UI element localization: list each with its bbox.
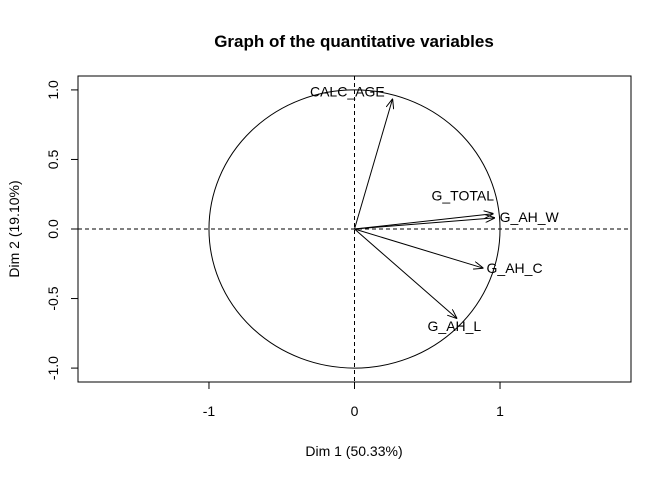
variable-label: G_AH_W: [500, 209, 560, 225]
variable-label: CALC_AGE: [310, 84, 385, 100]
y-tick-label: 0.0: [45, 219, 61, 239]
variable-arrow: [354, 100, 393, 230]
y-tick-label: -0.5: [45, 286, 61, 310]
plot-area: [78, 76, 631, 382]
y-tick-label: 1.0: [45, 80, 61, 100]
axes: -1 0 1 -1.0 -0.5 0.0 0.5 1.0: [45, 80, 504, 419]
x-tick-label: 1: [496, 403, 504, 419]
variable-label: G_AH_L: [428, 318, 482, 334]
variable-label: G_AH_C: [487, 260, 543, 276]
chart-title: Graph of the quantitative variables: [214, 32, 494, 51]
variable-arrow: [354, 228, 483, 268]
x-tick-label: -1: [203, 403, 216, 419]
variable-labels: CALC_AGE G_TOTAL G_AH_W G_AH_C G_AH_L: [310, 84, 560, 334]
variable-arrow: [354, 218, 495, 230]
y-axis-label: Dim 2 (19.10%): [6, 180, 22, 277]
x-axis-label: Dim 1 (50.33%): [305, 443, 402, 459]
y-tick-label: 0.5: [45, 150, 61, 170]
variable-arrow: [354, 214, 493, 230]
correlation-circle: [208, 89, 501, 369]
variable-arrow: [354, 228, 457, 318]
variable-label: G_TOTAL: [431, 188, 494, 204]
y-tick-label: -1.0: [45, 356, 61, 380]
x-tick-label: 0: [351, 403, 359, 419]
